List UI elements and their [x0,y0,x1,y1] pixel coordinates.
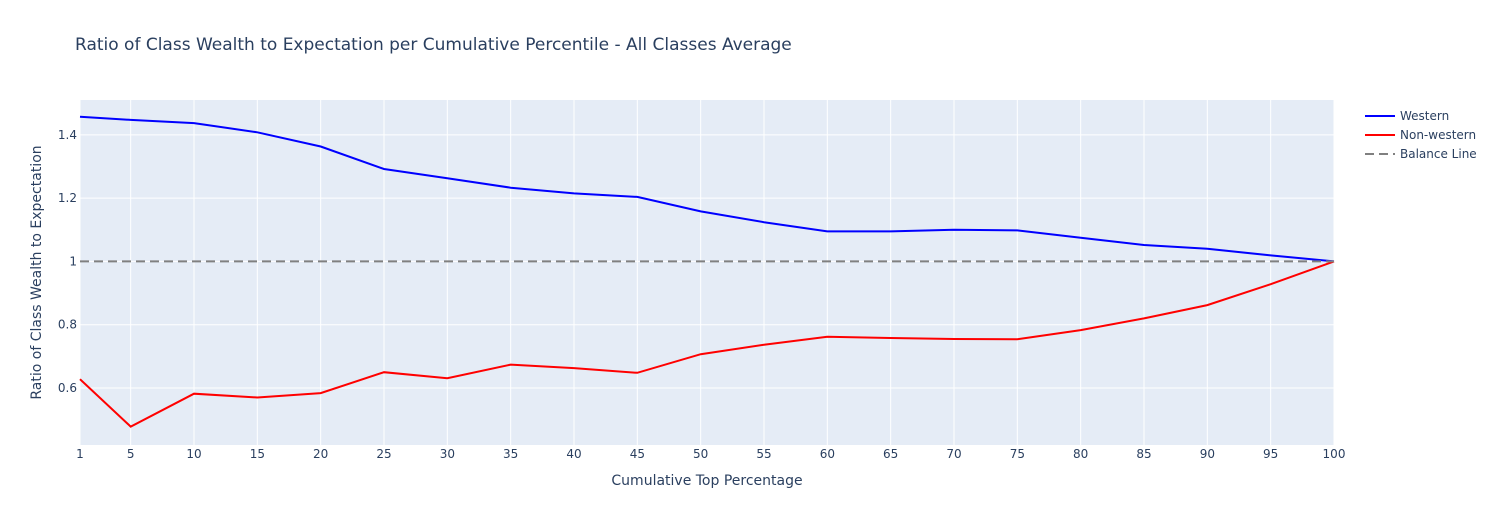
legend-label-balance-line: Balance Line [1400,147,1477,161]
grid-lines [79,100,1335,445]
x-tick-label-60: 60 [820,447,835,461]
x-tick-label-50: 50 [693,447,708,461]
series-line-western [79,115,1335,263]
x-tick-label-75: 75 [1010,447,1025,461]
x-tick-label-85: 85 [1136,447,1151,461]
y-tick-label-1: 1 [69,254,77,268]
y-axis-ticks: 0.6 0.8 1 1.2 1.4 [58,128,77,395]
x-tick-label-45: 45 [630,447,645,461]
y-axis-title: Ratio of Class Wealth to Expectation [29,145,45,399]
x-tick-label-35: 35 [503,447,518,461]
x-tick-label-20: 20 [313,447,328,461]
x-axis-ticks: 1 5 10 15 20 25 30 35 40 45 50 55 60 65 70 75 80 85 90 95 10… [76,447,1345,461]
x-tick-label-1: 1 [76,447,84,461]
x-tick-label-90: 90 [1200,447,1215,461]
y-tick-label-0.6: 0.6 [58,381,77,395]
x-tick-label-100: 100 [1323,447,1346,461]
series-line-non-western [79,260,1335,428]
legend-label-non-western: Non-western [1400,128,1476,142]
plot-area [80,100,1334,445]
x-tick-label-5: 5 [127,447,135,461]
chart-title: Ratio of Class Wealth to Expectation per… [75,35,792,55]
x-tick-label-70: 70 [946,447,961,461]
x-tick-label-15: 15 [250,447,265,461]
x-tick-label-55: 55 [756,447,771,461]
y-tick-label-0.8: 0.8 [58,318,77,332]
x-tick-label-65: 65 [883,447,898,461]
x-tick-label-40: 40 [566,447,581,461]
x-tick-label-10: 10 [186,447,201,461]
x-axis-title: Cumulative Top Percentage [611,473,802,489]
x-tick-label-30: 30 [440,447,455,461]
y-tick-label-1.4: 1.4 [58,128,77,142]
x-tick-label-95: 95 [1263,447,1278,461]
series-layer [79,115,1335,428]
x-tick-label-25: 25 [376,447,391,461]
x-tick-label-80: 80 [1073,447,1088,461]
legend: Western Non-western Balance Line [1365,109,1477,161]
y-tick-label-1.2: 1.2 [58,191,77,205]
legend-label-western: Western [1400,109,1449,123]
